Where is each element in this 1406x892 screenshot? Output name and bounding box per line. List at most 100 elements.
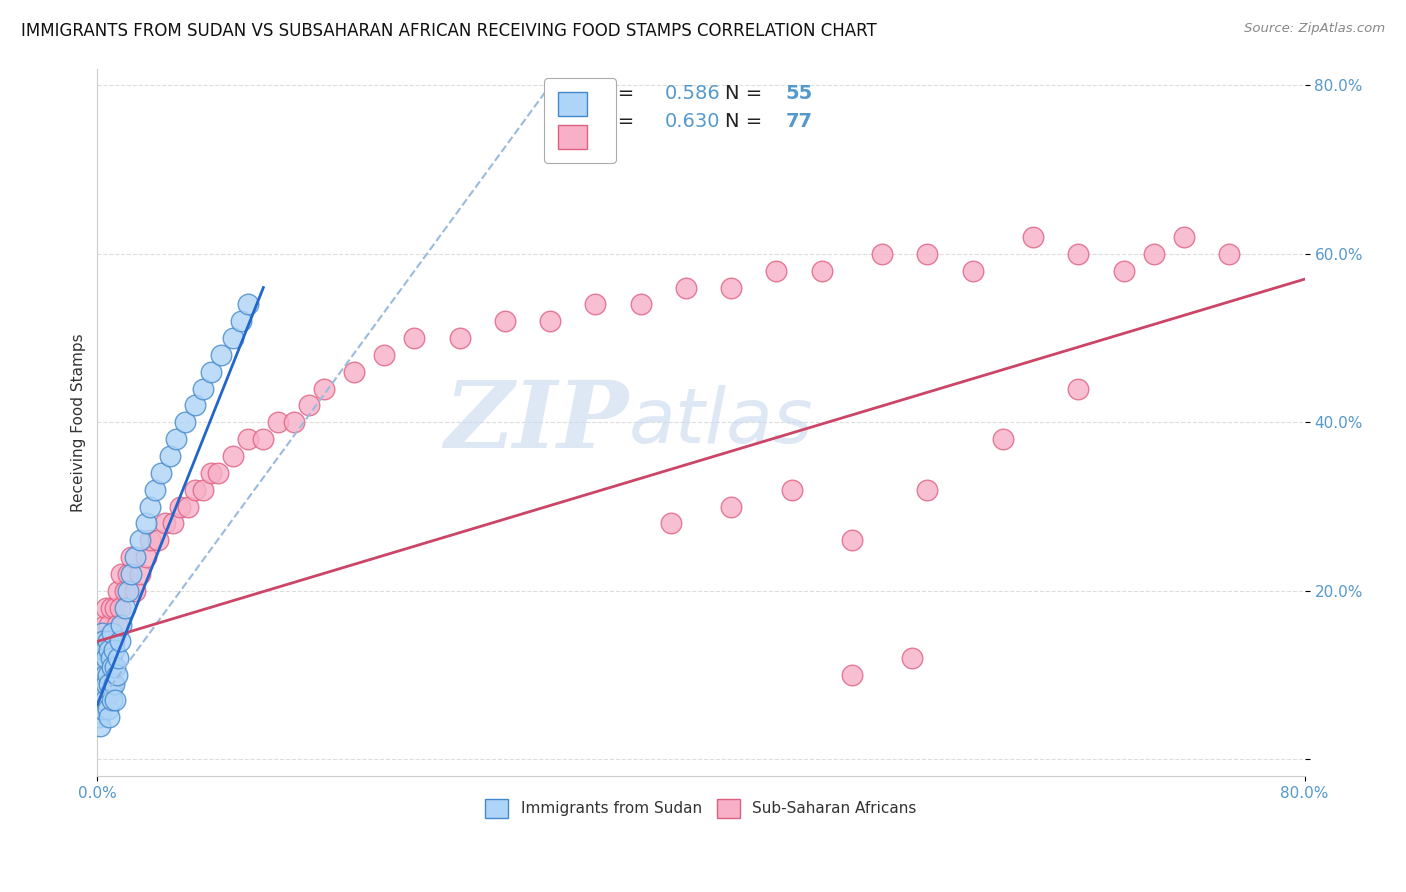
Point xyxy=(117,566,139,581)
Point xyxy=(101,626,124,640)
Point xyxy=(90,626,112,640)
Point xyxy=(917,247,939,261)
Point xyxy=(139,533,162,548)
Point xyxy=(841,533,863,548)
Text: ZIP: ZIP xyxy=(444,377,628,467)
Point xyxy=(162,516,184,531)
Point xyxy=(93,659,115,673)
Point xyxy=(103,676,125,690)
Point xyxy=(494,314,516,328)
Point xyxy=(222,449,245,463)
Point xyxy=(124,550,146,565)
Point xyxy=(97,634,120,648)
Point xyxy=(98,676,121,690)
Point xyxy=(583,297,606,311)
Point xyxy=(1067,382,1090,396)
Point xyxy=(98,617,121,632)
Point xyxy=(96,651,118,665)
Text: 0.586: 0.586 xyxy=(665,84,720,103)
Point xyxy=(200,466,222,480)
Point xyxy=(90,651,112,665)
Point xyxy=(780,483,803,497)
Point xyxy=(901,651,924,665)
Point xyxy=(89,718,111,732)
Point xyxy=(94,617,117,632)
Point xyxy=(312,382,335,396)
Point xyxy=(159,449,181,463)
Point xyxy=(659,516,682,531)
Point xyxy=(93,685,115,699)
Point xyxy=(96,659,118,673)
Text: atlas: atlas xyxy=(628,385,813,459)
Point xyxy=(155,516,177,531)
Point xyxy=(87,685,110,699)
Point xyxy=(143,483,166,497)
Point xyxy=(101,693,124,707)
Point xyxy=(991,432,1014,446)
Point xyxy=(1112,263,1135,277)
Point xyxy=(110,617,132,632)
Point xyxy=(165,432,187,446)
Point xyxy=(177,500,200,514)
Point xyxy=(538,314,561,328)
Point xyxy=(765,263,787,277)
Point xyxy=(107,651,129,665)
Point xyxy=(1067,247,1090,261)
Point xyxy=(191,483,214,497)
Text: R =: R = xyxy=(599,84,641,103)
Point xyxy=(870,247,893,261)
Point xyxy=(93,651,115,665)
Point xyxy=(373,348,395,362)
Point xyxy=(104,659,127,673)
Point xyxy=(149,466,172,480)
Point xyxy=(94,693,117,707)
Point xyxy=(404,331,426,345)
Point xyxy=(101,659,124,673)
Legend: Immigrants from Sudan, Sub-Saharan Africans: Immigrants from Sudan, Sub-Saharan Afric… xyxy=(478,791,924,825)
Point xyxy=(169,500,191,514)
Point xyxy=(191,382,214,396)
Point xyxy=(97,668,120,682)
Text: N =: N = xyxy=(725,112,769,131)
Point xyxy=(90,676,112,690)
Point xyxy=(841,668,863,682)
Point xyxy=(104,600,127,615)
Text: N =: N = xyxy=(725,84,769,103)
Text: R =: R = xyxy=(599,112,641,131)
Point xyxy=(962,263,984,277)
Point xyxy=(128,566,150,581)
Point xyxy=(720,280,742,294)
Point xyxy=(103,634,125,648)
Point xyxy=(108,634,131,648)
Text: IMMIGRANTS FROM SUDAN VS SUBSAHARAN AFRICAN RECEIVING FOOD STAMPS CORRELATION CH: IMMIGRANTS FROM SUDAN VS SUBSAHARAN AFRI… xyxy=(21,22,877,40)
Point xyxy=(103,642,125,657)
Point xyxy=(90,668,112,682)
Point xyxy=(100,651,122,665)
Point xyxy=(139,500,162,514)
Point xyxy=(104,693,127,707)
Point xyxy=(128,533,150,548)
Point xyxy=(1022,230,1045,244)
Point xyxy=(209,348,232,362)
Point xyxy=(229,314,252,328)
Point xyxy=(100,600,122,615)
Point xyxy=(97,702,120,716)
Point xyxy=(97,634,120,648)
Point xyxy=(675,280,697,294)
Point xyxy=(98,668,121,682)
Point xyxy=(114,600,136,615)
Point xyxy=(184,483,207,497)
Point xyxy=(630,297,652,311)
Point xyxy=(101,676,124,690)
Point xyxy=(87,685,110,699)
Point xyxy=(98,710,121,724)
Point xyxy=(238,297,260,311)
Y-axis label: Receiving Food Stamps: Receiving Food Stamps xyxy=(72,333,86,512)
Point xyxy=(917,483,939,497)
Point xyxy=(101,626,124,640)
Text: Source: ZipAtlas.com: Source: ZipAtlas.com xyxy=(1244,22,1385,36)
Point xyxy=(135,516,157,531)
Point xyxy=(90,702,112,716)
Point xyxy=(89,668,111,682)
Text: 55: 55 xyxy=(786,84,813,103)
